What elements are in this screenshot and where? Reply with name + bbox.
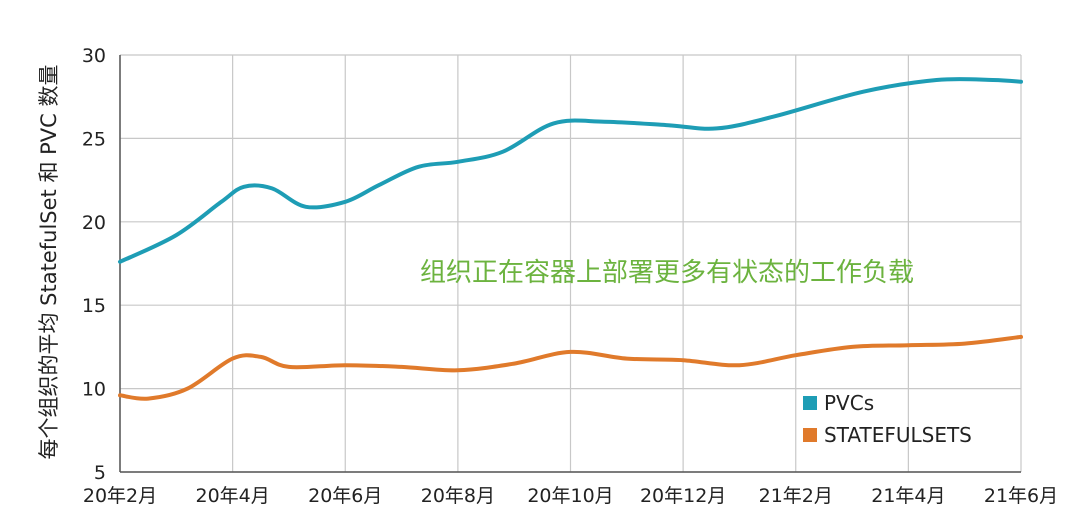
tick-labels: 20年2月 20年4月 20年6月 20年8月 20年10月 20年12月 21年2月 21年… (82, 45, 1058, 507)
legend-swatch (803, 396, 817, 410)
y-axis-label: 每个组织的平均 StatefulSet 和 PVC 数量 (37, 64, 61, 459)
x-tick-label: 20年6月 (308, 485, 382, 507)
series-line-pvcs (118, 77, 1023, 264)
x-tick-label: 21年2月 (759, 485, 833, 507)
y-tick-label: 15 (82, 295, 106, 317)
legend: PVCs STATEFULSETS (803, 391, 972, 447)
y-tick-label: 25 (82, 128, 106, 150)
legend-label: STATEFULSETS (824, 423, 972, 447)
legend-label: PVCs (824, 391, 874, 415)
x-tick-label: 20年2月 (83, 485, 157, 507)
x-tick-label: 20年8月 (421, 485, 495, 507)
series-lines (118, 77, 1023, 401)
series-line-statefulsets (118, 334, 1023, 401)
x-tick-label: 21年6月 (984, 485, 1058, 507)
chart-annotation: 组织正在容器上部署更多有状态的工作负载 (420, 258, 914, 288)
y-tick-label: 30 (82, 45, 106, 67)
y-tick-label: 5 (94, 462, 106, 484)
y-tick-label: 10 (82, 379, 106, 401)
legend-swatch (803, 428, 817, 442)
x-tick-label: 21年4月 (871, 485, 945, 507)
x-tick-label: 20年4月 (195, 485, 269, 507)
y-tick-label: 20 (82, 212, 106, 234)
x-tick-label: 20年10月 (527, 485, 613, 507)
x-tick-label: 20年12月 (640, 485, 726, 507)
